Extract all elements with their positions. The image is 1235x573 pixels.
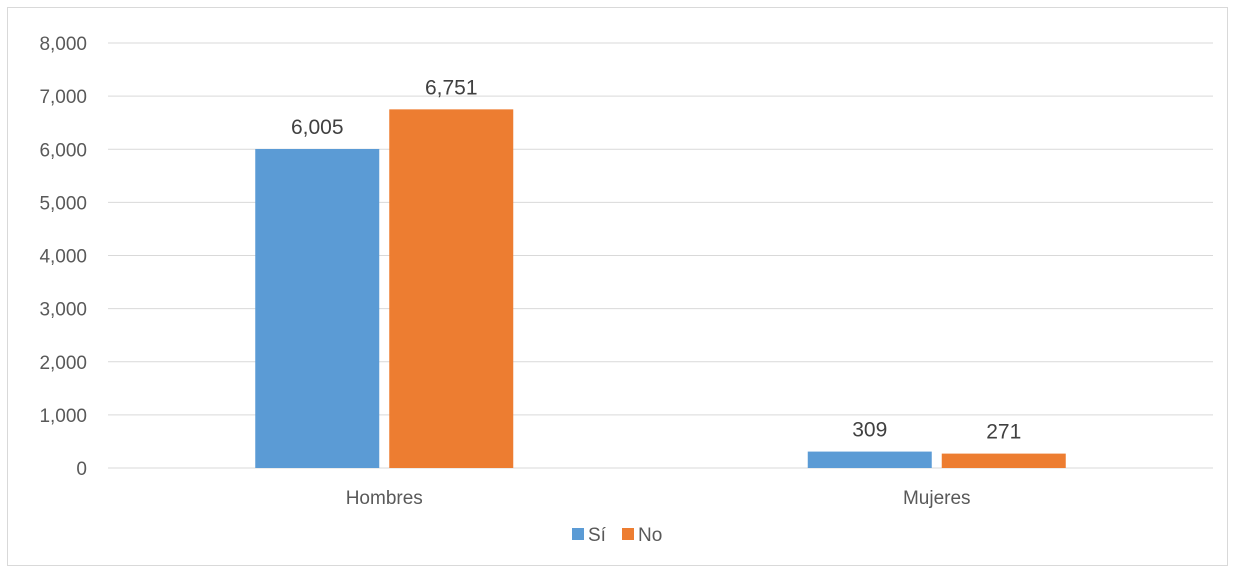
y-tick-label: 2,000 [39, 353, 87, 374]
y-tick-label: 6,000 [39, 140, 87, 161]
data-label: 6,751 [425, 76, 478, 99]
y-tick-label: 8,000 [39, 34, 87, 55]
legend-swatch [622, 528, 634, 540]
legend-label: No [638, 525, 662, 546]
chart-frame [7, 7, 1228, 566]
legend: Sí No [572, 525, 662, 546]
bar-no-hombres [389, 109, 514, 469]
bars [255, 109, 1066, 469]
data-labels: 6,005 6,751 309 271 [291, 76, 1021, 443]
y-tick-label: 1,000 [39, 406, 87, 427]
data-label: 271 [986, 421, 1021, 444]
y-tick-label: 3,000 [39, 300, 87, 321]
bar-s--mujeres [807, 451, 932, 468]
x-category-label: Hombres [346, 488, 423, 509]
y-tick-label: 4,000 [39, 247, 87, 268]
x-axis-categories: Hombres Mujeres [346, 488, 971, 509]
x-category-label: Mujeres [903, 488, 971, 509]
y-tick-label: 5,000 [39, 193, 87, 214]
data-label: 309 [852, 419, 887, 442]
bar-s--hombres [255, 148, 380, 468]
y-axis-ticks: 0 1,000 2,000 3,000 4,000 5,000 6,000 7,000 8,00… [39, 34, 87, 480]
y-tick-label: 0 [76, 459, 87, 480]
legend-swatch [572, 528, 584, 540]
bar-no-mujeres [941, 453, 1066, 468]
legend-label: Sí [588, 525, 607, 546]
data-label: 6,005 [291, 116, 344, 139]
y-tick-label: 7,000 [39, 87, 87, 108]
